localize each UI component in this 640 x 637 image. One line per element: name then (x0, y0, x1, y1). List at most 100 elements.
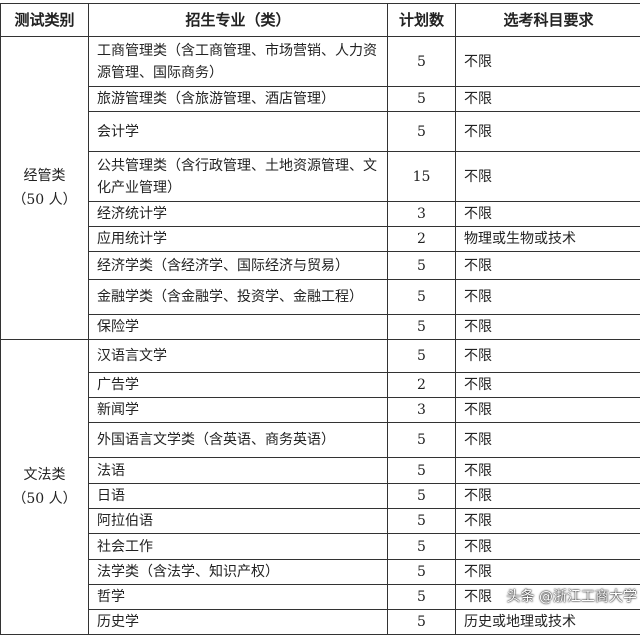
plan-text: 5 (417, 614, 426, 630)
requirement-cell: 不限 (455, 372, 640, 398)
requirement-text: 不限 (464, 348, 492, 364)
category-count: （50 人） (12, 491, 77, 507)
plan-cell: 5 (387, 111, 456, 152)
table-row: 社会工作 5 不限 (1, 533, 640, 560)
plan-text: 5 (417, 289, 426, 305)
major-text: 法语 (97, 462, 125, 479)
plan-cell: 2 (387, 226, 456, 252)
requirement-cell: 不限 (455, 279, 640, 315)
requirement-cell: 不限 (455, 457, 640, 484)
category-name: 文法类 (23, 467, 66, 483)
major-cell: 阿拉伯语 (88, 508, 388, 534)
plan-cell: 5 (387, 339, 456, 373)
major-cell: 公共管理类（含行政管理、土地资源管理、文化产业管理） (88, 151, 388, 202)
major-cell: 哲学 (88, 584, 388, 610)
table-row: 会计学 5 不限 (1, 111, 640, 152)
major-text: 广告学 (97, 377, 139, 393)
requirement-text: 不限 (464, 53, 492, 70)
table-row: 旅游管理类（含旅游管理、酒店管理） 5 不限 (1, 86, 640, 112)
plan-text: 3 (417, 402, 426, 418)
requirement-text: 不限 (464, 257, 492, 274)
requirement-text: 不限 (464, 123, 492, 140)
plan-cell: 5 (387, 314, 456, 340)
major-text: 保险学 (97, 319, 139, 335)
plan-text: 5 (417, 462, 426, 479)
requirement-text: 不限 (464, 168, 492, 185)
plan-text: 5 (417, 589, 426, 605)
major-text: 金融学类（含金融学、投资学、金融工程） (97, 289, 363, 305)
plan-text: 5 (417, 53, 426, 70)
major-text: 会计学 (97, 123, 139, 140)
plan-text: 5 (417, 564, 426, 580)
requirement-cell: 不限 (455, 397, 640, 423)
table-row: 经济统计学 3 不限 (1, 201, 640, 227)
major-text: 汉语言文学 (97, 348, 167, 364)
table-row: 法学类（含法学、知识产权） 5 不限 (1, 559, 640, 585)
requirement-text: 历史或地理或技术 (464, 614, 576, 630)
plan-cell: 5 (387, 533, 456, 560)
major-cell: 法语 (88, 457, 388, 484)
requirement-text: 不限 (464, 538, 492, 555)
requirement-cell: 物理或生物或技术 (455, 226, 640, 252)
plan-text: 5 (417, 319, 426, 335)
plan-cell: 3 (387, 397, 456, 423)
requirement-text: 不限 (464, 91, 492, 107)
plan-cell: 5 (387, 422, 456, 458)
major-cell: 社会工作 (88, 533, 388, 560)
table-row: 广告学 2 不限 (1, 372, 640, 398)
major-text: 日语 (97, 488, 125, 504)
table-row: 法语 5 不限 (1, 457, 640, 484)
major-cell: 保险学 (88, 314, 388, 340)
plan-cell: 5 (387, 584, 456, 610)
major-cell: 旅游管理类（含旅游管理、酒店管理） (88, 86, 388, 112)
major-cell: 广告学 (88, 372, 388, 398)
category-cell: 经管类 （50 人） (0, 36, 89, 340)
plan-cell: 5 (387, 483, 456, 509)
major-cell: 新闻学 (88, 397, 388, 423)
plan-text: 5 (417, 513, 426, 529)
plan-cell: 5 (387, 279, 456, 315)
major-text: 哲学 (97, 589, 125, 605)
requirement-cell: 不限 (455, 508, 640, 534)
requirement-text: 不限 (464, 402, 492, 418)
major-text: 阿拉伯语 (97, 513, 153, 529)
requirement-cell: 不限 (455, 36, 640, 87)
plan-cell: 5 (387, 86, 456, 112)
plan-text: 15 (412, 168, 431, 185)
plan-text: 5 (417, 538, 426, 555)
major-cell: 应用统计学 (88, 226, 388, 252)
table-row: 文法类 （50 人） 汉语言文学 5 不限 (0, 339, 640, 635)
category-cell: 文法类 （50 人） (0, 339, 89, 635)
major-cell: 工商管理类（含工商管理、市场营销、人力资源管理、国际商务） (88, 36, 388, 87)
header-row: 测试类别 招生专业（类） 计划数 选考科目要求 (0, 3, 640, 37)
major-text: 历史学 (97, 614, 139, 630)
plan-cell: 5 (387, 559, 456, 585)
plan-text: 5 (417, 348, 426, 364)
watermark: 头条 @浙江工商大学 (506, 589, 637, 605)
major-text: 应用统计学 (97, 231, 167, 247)
major-cell: 历史学 (88, 609, 388, 635)
header-major: 招生专业（类） (88, 3, 388, 37)
requirement-text: 不限 (464, 432, 492, 448)
plan-cell: 2 (387, 372, 456, 398)
requirement-text: 不限 (464, 377, 492, 393)
table-row: 日语 5 不限 (1, 483, 640, 509)
table-row: 经管类 （50 人） 工商管理类（含工商管理、市场营销、人力资源管理、国际商务） 5 不… (0, 36, 640, 340)
plan-cell: 3 (387, 201, 456, 227)
major-cell: 外国语言文学类（含英语、商务英语） (88, 422, 388, 458)
requirement-cell: 不限 (455, 533, 640, 560)
requirement-text: 不限 (464, 319, 492, 335)
table-row: 新闻学 3 不限 (1, 397, 640, 423)
plan-text: 5 (417, 488, 426, 504)
major-text: 法学类（含法学、知识产权） (97, 564, 279, 580)
plan-text: 2 (417, 231, 426, 247)
major-text: 社会工作 (97, 538, 153, 555)
enrollment-table: 测试类别 招生专业（类） 计划数 选考科目要求 经管类 （50 人） 工商管理类（含… (0, 3, 640, 635)
requirement-cell: 不限 头条 @浙江工商大学 (455, 584, 640, 610)
table-row: 经济学类（含经济学、国际经济与贸易） 5 不限 (1, 251, 640, 280)
major-text: 经济学类（含经济学、国际经济与贸易） (97, 257, 349, 274)
major-text: 经济统计学 (97, 206, 167, 222)
table-row: 历史学 5 历史或地理或技术 (1, 609, 640, 635)
table-row: 金融学类（含金融学、投资学、金融工程） 5 不限 (1, 279, 640, 315)
plan-cell: 15 (387, 151, 456, 202)
